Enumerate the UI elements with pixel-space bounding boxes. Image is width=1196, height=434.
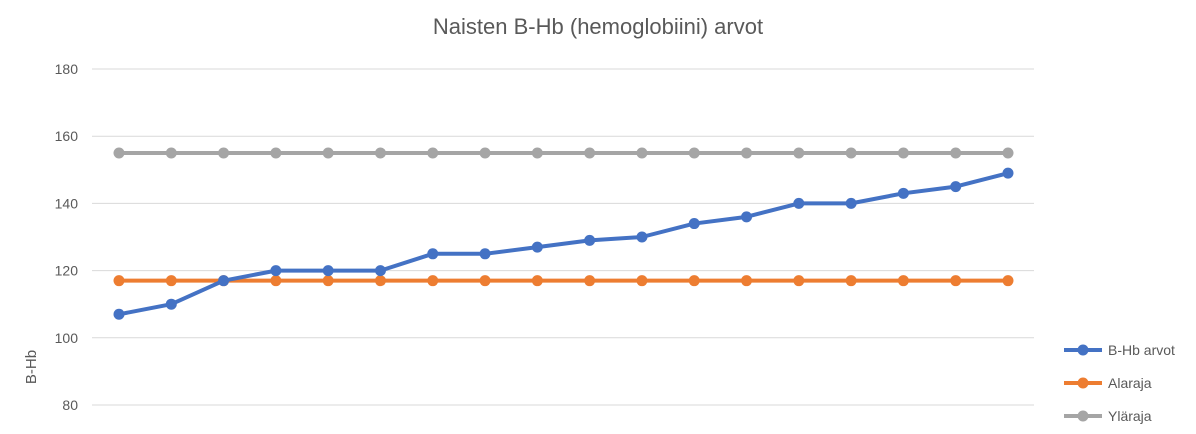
data-point: [584, 275, 596, 287]
data-point: [165, 147, 177, 159]
data-point: [950, 181, 962, 193]
data-point: [165, 275, 177, 287]
data-point: [1002, 275, 1014, 287]
data-point: [845, 147, 857, 159]
data-point: [845, 275, 857, 287]
data-point: [1002, 167, 1014, 179]
chart-title: Naisten B-Hb (hemoglobiini) arvot: [432, 14, 764, 39]
data-point: [113, 275, 125, 287]
data-point: [584, 147, 596, 159]
data-point: [165, 298, 177, 310]
data-point: [636, 147, 648, 159]
legend-swatch-marker: [1077, 410, 1089, 422]
data-point: [218, 275, 230, 287]
y-tick-label: 100: [55, 330, 79, 346]
y-tick-label: 180: [55, 61, 79, 77]
y-axis-title: B-Hb: [23, 350, 40, 384]
data-point: [845, 197, 857, 209]
data-point: [636, 231, 648, 243]
legend-label: Yläraja: [1108, 408, 1152, 424]
data-point: [688, 147, 700, 159]
data-point: [322, 265, 334, 277]
data-point: [322, 275, 334, 287]
data-point: [950, 147, 962, 159]
data-point: [479, 147, 491, 159]
data-point: [270, 147, 282, 159]
data-point: [531, 147, 543, 159]
data-point: [636, 275, 648, 287]
data-point: [584, 234, 596, 246]
data-point: [427, 147, 439, 159]
data-point: [793, 197, 805, 209]
data-point: [322, 147, 334, 159]
data-point: [950, 275, 962, 287]
data-point: [113, 308, 125, 320]
data-point: [531, 275, 543, 287]
legend-swatch-marker: [1077, 377, 1089, 389]
legend-label: Alaraja: [1108, 375, 1152, 391]
data-point: [374, 265, 386, 277]
y-tick-label: 140: [55, 195, 79, 211]
data-point: [427, 248, 439, 260]
data-point: [741, 275, 753, 287]
data-point: [479, 248, 491, 260]
data-point: [218, 147, 230, 159]
data-point: [741, 211, 753, 223]
y-tick-label: 80: [62, 397, 78, 413]
legend-label: B-Hb arvot: [1108, 342, 1175, 358]
data-point: [897, 187, 909, 199]
data-point: [531, 241, 543, 253]
data-point: [897, 275, 909, 287]
data-point: [688, 275, 700, 287]
data-point: [270, 275, 282, 287]
data-point: [897, 147, 909, 159]
y-tick-label: 120: [55, 263, 79, 279]
data-point: [374, 275, 386, 287]
y-tick-label: 160: [55, 128, 79, 144]
data-point: [374, 147, 386, 159]
data-point: [113, 147, 125, 159]
data-point: [1002, 147, 1014, 159]
data-point: [793, 147, 805, 159]
data-point: [741, 147, 753, 159]
data-point: [270, 265, 282, 277]
data-point: [479, 275, 491, 287]
data-point: [688, 218, 700, 230]
data-point: [427, 275, 439, 287]
series-line: [117, 171, 1010, 317]
data-point: [793, 275, 805, 287]
legend-swatch-marker: [1077, 344, 1089, 356]
